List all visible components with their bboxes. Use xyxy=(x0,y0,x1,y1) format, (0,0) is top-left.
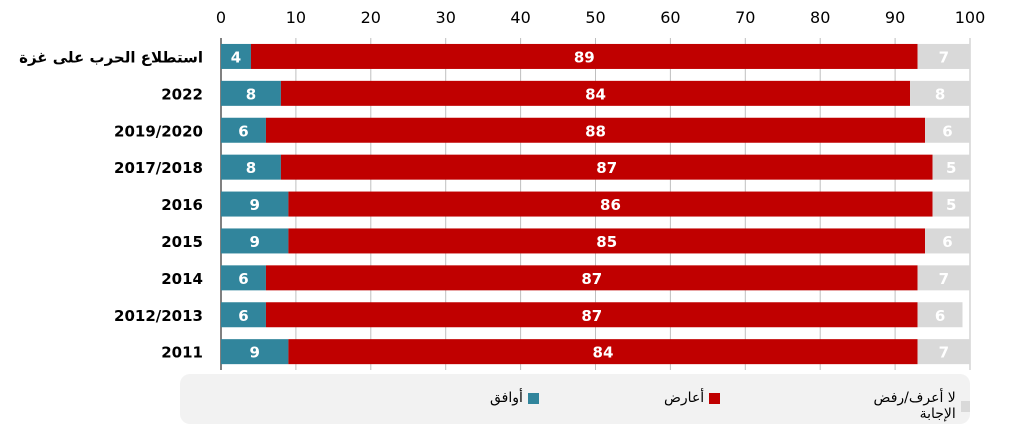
data-label: 8 xyxy=(246,159,256,177)
bar-segment xyxy=(917,265,970,291)
bar-segment xyxy=(280,154,933,180)
x-tick-label: 50 xyxy=(585,8,605,27)
legend: أوافق أعارض لا أعرف/رفض الإجابة xyxy=(180,374,970,424)
bar-segment xyxy=(250,43,918,69)
x-tick-label: 80 xyxy=(810,8,830,27)
category-label: 2022 xyxy=(161,85,203,103)
data-label: 7 xyxy=(939,48,949,66)
data-label: 6 xyxy=(942,122,952,140)
legend-label-dont-know: لا أعرف/رفض الإجابة xyxy=(873,390,956,422)
bar-segment xyxy=(288,191,933,217)
bars: 4 89 78 84 86 88 68 87 59 86 59 85 66 87 76 87 69 84 7 xyxy=(221,43,970,365)
data-label: 5 xyxy=(946,196,956,214)
bar-segment xyxy=(221,302,266,328)
legend-swatch-dont-know xyxy=(960,400,970,412)
data-label: 88 xyxy=(585,122,606,140)
x-tick-label: 30 xyxy=(436,8,456,27)
x-tick-label: 10 xyxy=(286,8,306,27)
data-label: 6 xyxy=(238,307,248,325)
category-labels: استطلاع الحرب على غزة 2022 2019/2020 2017/2… xyxy=(19,48,203,361)
data-label: 6 xyxy=(942,233,952,251)
bar-segment xyxy=(221,191,289,217)
legend-item-dont-know: لا أعرف/رفض الإجابة xyxy=(853,390,970,422)
bar-segment xyxy=(221,154,281,180)
bar-segment xyxy=(221,80,281,106)
legend-swatch-oppose xyxy=(709,392,721,404)
category-label: 2012/2013 xyxy=(114,307,203,325)
data-label: 4 xyxy=(231,48,241,66)
legend-swatch-agree xyxy=(527,392,539,404)
category-label: استطلاع الحرب على غزة xyxy=(19,48,203,66)
data-label: 87 xyxy=(581,270,602,288)
data-label: 8 xyxy=(935,85,945,103)
bar-segment xyxy=(917,302,963,328)
bar-segment xyxy=(917,43,970,69)
legend-label-oppose: أعارض xyxy=(664,390,705,406)
stacked-bar-chart: 0 10 20 30 40 50 60 70 80 90 100 4 89 78 84 86 88 68 87 59… xyxy=(19,8,985,370)
data-label: 84 xyxy=(585,85,606,103)
data-label: 6 xyxy=(935,307,945,325)
bar-segment xyxy=(221,265,266,291)
data-label: 85 xyxy=(596,233,617,251)
category-label: 2019/2020 xyxy=(114,122,203,140)
data-label: 7 xyxy=(939,344,949,362)
bar-segment xyxy=(265,117,926,143)
bar-segment xyxy=(925,228,970,254)
category-label: 2017/2018 xyxy=(114,159,203,177)
data-label: 87 xyxy=(596,159,617,177)
x-tick-label: 0 xyxy=(216,8,226,27)
data-label: 6 xyxy=(238,122,248,140)
bar-segment xyxy=(221,43,251,69)
x-tick-label: 40 xyxy=(510,8,530,27)
legend-label-agree: أوافق xyxy=(490,390,523,406)
bar-segment xyxy=(221,339,289,365)
data-label: 86 xyxy=(600,196,621,214)
x-tick-label: 60 xyxy=(660,8,680,27)
bar-segment xyxy=(288,339,918,365)
bar-segment xyxy=(917,339,970,365)
data-label: 9 xyxy=(249,344,259,362)
data-label: 87 xyxy=(581,307,602,325)
data-label: 89 xyxy=(574,48,595,66)
category-label: 2015 xyxy=(161,233,203,251)
legend-item-oppose: أعارض xyxy=(664,390,721,406)
bar-segment xyxy=(932,154,970,180)
data-label: 9 xyxy=(249,196,259,214)
data-label: 9 xyxy=(249,233,259,251)
data-label: 84 xyxy=(593,344,614,362)
x-tick-label: 70 xyxy=(735,8,755,27)
data-label: 7 xyxy=(939,270,949,288)
category-label: 2011 xyxy=(161,344,203,362)
category-label: 2016 xyxy=(161,196,203,214)
category-label: 2014 xyxy=(161,270,203,288)
x-tick-label: 100 xyxy=(955,8,986,27)
bar-segment xyxy=(221,117,266,143)
legend-item-agree: أوافق xyxy=(490,390,539,406)
bar-segment xyxy=(288,228,926,254)
x-tick-label: 90 xyxy=(885,8,905,27)
bar-segment xyxy=(265,302,918,328)
bar-segment xyxy=(910,80,970,106)
bar-segment xyxy=(932,191,970,217)
data-label: 6 xyxy=(238,270,248,288)
data-label: 8 xyxy=(246,85,256,103)
x-tick-label: 20 xyxy=(361,8,381,27)
bar-segment xyxy=(221,228,289,254)
bar-segment xyxy=(265,265,918,291)
bar-segment xyxy=(280,80,911,106)
bar-segment xyxy=(925,117,970,143)
x-axis-ticks: 0 10 20 30 40 50 60 70 80 90 100 xyxy=(216,8,985,27)
data-label: 5 xyxy=(946,159,956,177)
